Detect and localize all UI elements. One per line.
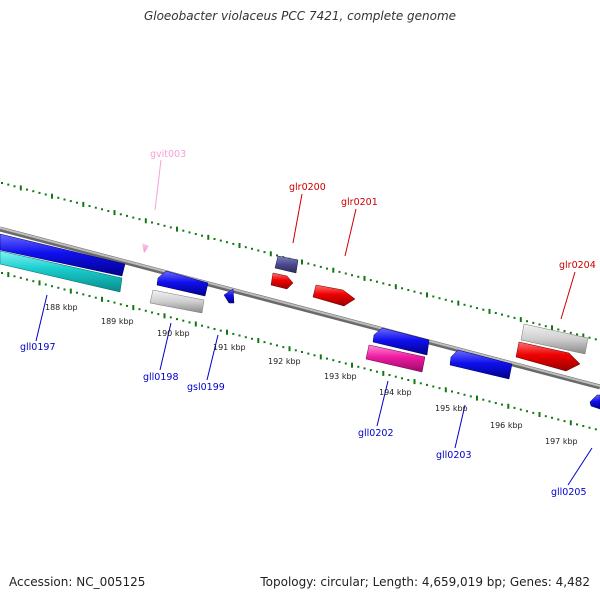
ruler-label: 190 kbp xyxy=(157,329,190,338)
gene-arrow-gvit003[interactable] xyxy=(142,243,149,253)
gene-label-glr0201[interactable]: glr0201 xyxy=(341,197,378,208)
gene-arrow-gll0197[interactable] xyxy=(0,233,126,277)
gene-arrow-gll0205[interactable] xyxy=(589,394,600,410)
gene-label-gsl0199[interactable]: gsl0199 xyxy=(187,382,225,393)
inner-tick-ring xyxy=(1,272,597,431)
gene-features[interactable] xyxy=(0,233,600,410)
leader-gll0203 xyxy=(454,404,466,449)
gene-label-gll0198[interactable]: gll0198 xyxy=(143,372,179,383)
ruler-label: 192 kbp xyxy=(268,357,301,366)
leader-gll0202 xyxy=(376,380,389,427)
gene-arrow-glr0200[interactable] xyxy=(270,272,294,290)
leader-glr0201 xyxy=(344,208,357,257)
leader-glr0200 xyxy=(292,193,303,244)
gene-label-gll0205[interactable]: gll0205 xyxy=(551,487,587,498)
leader-glr0204 xyxy=(560,271,576,320)
rna-bar-glr0204[interactable] xyxy=(520,323,589,355)
rna-bar-left[interactable] xyxy=(0,250,123,293)
ruler-label: 196 kbp xyxy=(490,421,523,430)
gene-label-glr0204[interactable]: glr0204 xyxy=(559,260,596,271)
gene-arrow-gll0202[interactable] xyxy=(372,327,430,356)
ruler-label: 188 kbp xyxy=(45,303,78,312)
leader-gsl0199 xyxy=(206,334,219,381)
gene-label-gll0202[interactable]: gll0202 xyxy=(358,428,394,439)
outer-tick-ring xyxy=(1,182,597,341)
gene-label-gll0203[interactable]: gll0203 xyxy=(436,450,472,461)
topology-text: Topology: circular; Length: 4,659,019 bp… xyxy=(260,575,590,589)
gene-arrow-gll0203[interactable] xyxy=(449,349,513,380)
leader-gll0197 xyxy=(35,294,48,342)
ruler-label: 193 kbp xyxy=(324,372,357,381)
gene-label-glr0200[interactable]: glr0200 xyxy=(289,182,326,193)
gene-arrow-gsl0199[interactable] xyxy=(223,288,235,304)
ruler-label: 197 kbp xyxy=(545,437,578,446)
ruler-label: 191 kbp xyxy=(213,343,246,352)
gene-arrow-glr0204[interactable] xyxy=(515,341,581,372)
rna-bar-gll0202[interactable] xyxy=(365,344,426,373)
ruler-label: 189 kbp xyxy=(101,317,134,326)
gene-arrow-glr0201[interactable] xyxy=(312,284,356,307)
gene-box-glr0200[interactable] xyxy=(274,255,299,274)
ruler-label: 195 kbp xyxy=(435,404,468,413)
leader-gvit003 xyxy=(154,159,162,211)
leader-gll0198 xyxy=(159,322,172,371)
rna-bar-gll0198[interactable] xyxy=(149,289,205,314)
leader-gll0205 xyxy=(567,447,593,486)
gene-label-gvit003[interactable]: gvit003 xyxy=(150,149,186,160)
accession-text: Accession: NC_005125 xyxy=(9,575,146,589)
gene-label-gll0197[interactable]: gll0197 xyxy=(20,342,56,353)
ruler-label: 194 kbp xyxy=(379,388,412,397)
ruler-labels: 188 kbp 189 kbp 190 kbp 191 kbp 192 kbp … xyxy=(45,303,578,446)
map-title: Gloeobacter violaceus PCC 7421, complete… xyxy=(143,9,457,23)
gene-arrow-gll0198[interactable] xyxy=(156,270,209,297)
